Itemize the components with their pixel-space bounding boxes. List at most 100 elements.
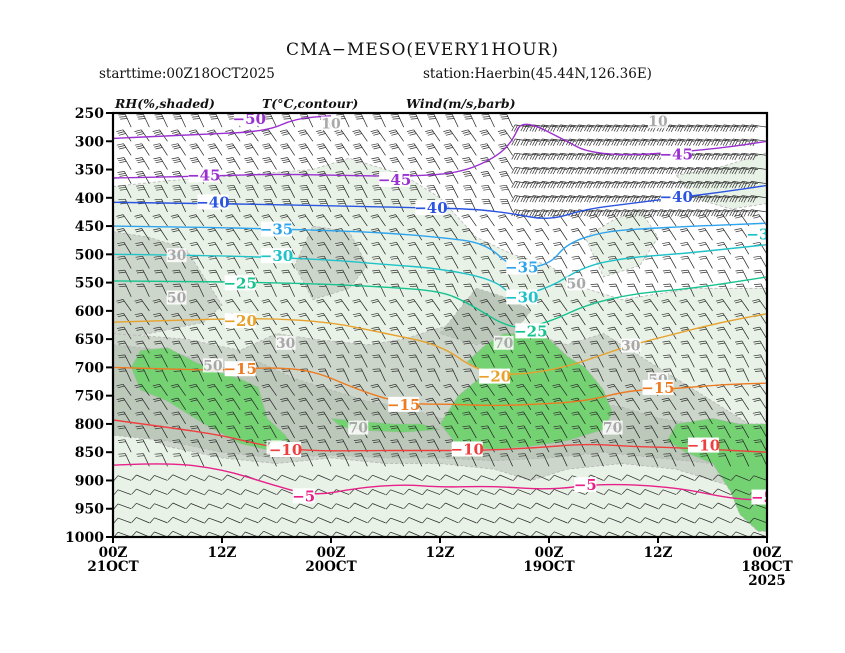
wind-barb	[407, 411, 423, 425]
wind-barb	[406, 299, 423, 312]
wind-barb	[480, 425, 495, 439]
wind-barb	[699, 453, 713, 467]
wind-barb	[734, 411, 750, 425]
wind-barb	[553, 425, 568, 439]
wind-barb	[403, 488, 422, 495]
wind-barb	[624, 214, 641, 227]
wind-barb	[425, 383, 441, 396]
wind-barb	[730, 474, 749, 481]
wind-barb	[440, 488, 459, 495]
temperature-label: −25	[223, 274, 256, 292]
wind-barb	[372, 198, 386, 213]
wind-barb	[316, 143, 332, 156]
wind-barb	[422, 517, 441, 524]
wind-barb	[190, 439, 205, 453]
temperature-label-bg	[415, 200, 447, 216]
wind-barb	[318, 453, 332, 467]
wind-barb	[535, 439, 550, 453]
y-tick-label: 700	[75, 360, 104, 376]
wind-barb	[385, 517, 404, 524]
wind-barb	[170, 214, 186, 227]
wind-barb	[117, 241, 132, 255]
wind-barb	[624, 383, 641, 396]
wind-barb	[694, 475, 713, 481]
wind-barb	[113, 494, 114, 495]
wind-barb	[534, 241, 550, 255]
wind-barb	[644, 354, 659, 368]
wind-barb	[679, 214, 695, 227]
wind-barb	[625, 411, 641, 425]
wind-barb	[316, 214, 332, 227]
wind-barb	[730, 489, 749, 495]
wind-barb	[679, 228, 695, 241]
wind-barb	[116, 129, 132, 142]
wind-barb	[716, 228, 731, 241]
wind-barb	[480, 397, 495, 410]
wind-barb	[298, 157, 314, 170]
wind-barb	[371, 143, 386, 156]
wind-barb	[261, 129, 277, 142]
wind-barb	[389, 312, 404, 326]
wind-barb	[462, 157, 477, 170]
wind-barb	[752, 299, 767, 312]
wind-barb	[753, 255, 767, 269]
wind-barb	[117, 326, 132, 340]
wind-barb	[389, 340, 404, 354]
wind-barb	[131, 502, 150, 510]
wind-barb	[712, 488, 731, 495]
wind-barb	[662, 340, 677, 354]
wind-barb	[676, 474, 695, 481]
wind-barb	[494, 517, 513, 524]
temperature-label-bg	[574, 477, 597, 493]
wind-barb	[425, 157, 441, 170]
wind-barb	[154, 439, 168, 453]
wind-barb	[662, 411, 677, 425]
wind-barb	[481, 354, 495, 368]
wind-barb	[172, 439, 186, 453]
temperature-label: −45	[378, 171, 411, 189]
wind-barb	[570, 214, 586, 227]
temperature-label: −20	[223, 312, 256, 330]
wind-barb	[427, 453, 441, 467]
wind-barb	[498, 397, 513, 410]
wind-barb	[118, 114, 132, 128]
wind-barb	[276, 517, 295, 524]
wind-barb	[662, 255, 677, 269]
wind-barb	[556, 152, 577, 161]
wind-barb	[153, 143, 168, 156]
wind-barb	[370, 129, 386, 142]
temperature-label-bg	[292, 488, 315, 504]
temperature-label: −30	[505, 288, 538, 306]
rh-label-bg	[275, 335, 296, 350]
wind-barb	[681, 283, 695, 297]
wind-barb	[517, 368, 532, 382]
wind-barb	[716, 340, 731, 354]
wind-barb	[643, 214, 659, 227]
temperature-label: −15	[223, 360, 256, 378]
wind-barb	[316, 411, 332, 425]
x-tick-label: 12Z	[644, 545, 673, 561]
wind-barb	[370, 214, 386, 227]
wind-barb	[207, 214, 223, 227]
wind-barb	[458, 517, 477, 524]
wind-barb	[698, 312, 713, 326]
wind-barb	[626, 283, 641, 297]
wind-barb	[479, 129, 495, 142]
wind-barb	[408, 283, 423, 297]
wind-barb	[171, 157, 186, 170]
wind-barb	[185, 489, 204, 495]
wind-barb	[643, 326, 659, 340]
temperature-label-bg	[261, 221, 292, 237]
wind-barb	[571, 425, 586, 439]
wind-barb	[589, 326, 604, 340]
wind-barb	[367, 503, 386, 510]
wind-barb	[589, 228, 604, 241]
wind-barb	[463, 368, 477, 382]
wind-barb	[388, 129, 404, 142]
wind-barb	[607, 312, 622, 326]
wind-barb	[479, 383, 495, 396]
x-tick-label: 00Z	[535, 545, 564, 561]
temperature-contour	[113, 276, 767, 329]
x-tick-label: 12Z	[208, 545, 237, 561]
rh-label-bg	[202, 358, 223, 373]
